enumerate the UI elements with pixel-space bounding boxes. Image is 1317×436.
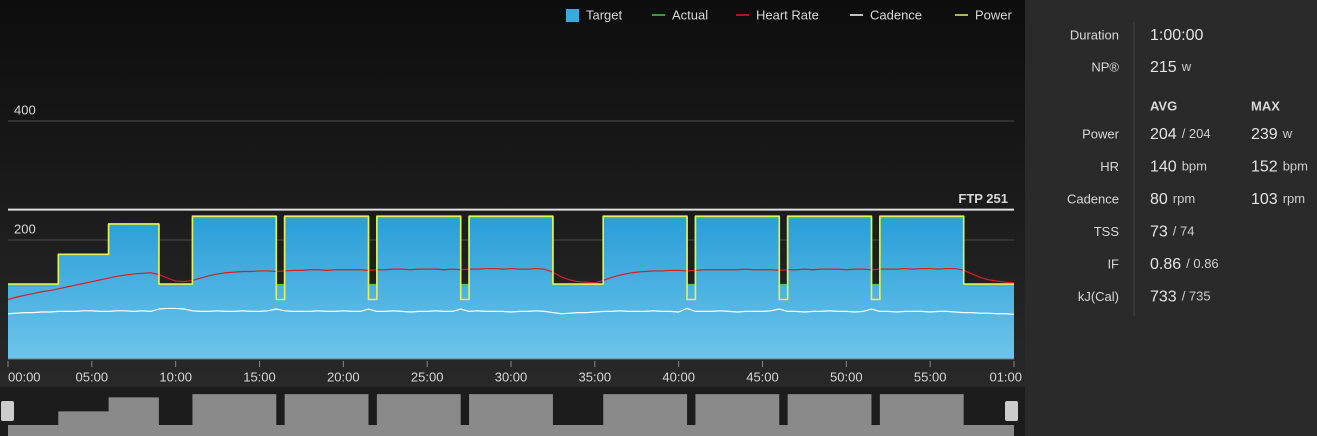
avg-value: 73 / 74 <box>1150 224 1194 241</box>
legend-swatch <box>566 9 579 22</box>
max-value-unit: w <box>1282 126 1293 141</box>
x-tick-label: 25:00 <box>411 369 444 384</box>
y-tick-label: 200 <box>14 221 36 236</box>
stats: Duration 1:00:00 NP® 215 w AVG MAX Power 204 / 20… <box>1067 27 1308 306</box>
legend-label: Cadence <box>870 7 922 22</box>
stat-label: HR <box>1100 159 1119 174</box>
avg-value-unit: / 0.86 <box>1186 256 1219 271</box>
avg-value-unit: rpm <box>1173 191 1195 206</box>
stat-value-main: 1:00:00 <box>1150 27 1203 44</box>
stat-label: IF <box>1107 256 1119 271</box>
avg-value: 204 / 204 <box>1150 126 1211 143</box>
stat-value: 1:00:00 <box>1150 27 1203 44</box>
x-tick-label: 01:00 <box>989 369 1022 384</box>
avg-value-unit: / 74 <box>1173 224 1195 239</box>
overview-profile <box>8 394 1014 436</box>
x-tick-label: 50:00 <box>830 369 863 384</box>
max-value: 152 bpm <box>1251 159 1308 176</box>
avg-value-main: 80 <box>1150 191 1168 208</box>
avg-value: 140 bpm <box>1150 159 1207 176</box>
avg-value: 80 rpm <box>1150 191 1195 208</box>
stat-label: kJ(Cal) <box>1078 289 1119 304</box>
max-value-main: 239 <box>1251 126 1278 143</box>
x-tick-label: 05:00 <box>76 369 109 384</box>
stat-label: TSS <box>1094 224 1120 239</box>
stat-value: 215 w <box>1150 59 1192 76</box>
legend-label: Power <box>975 7 1013 22</box>
avg-value-unit: / 204 <box>1182 126 1211 141</box>
x-tick-label: 35:00 <box>579 369 612 384</box>
legend-label: Heart Rate <box>756 7 819 22</box>
stat-label: Cadence <box>1067 191 1119 206</box>
x-tick-label: 40:00 <box>662 369 695 384</box>
x-tick-label: 20:00 <box>327 369 360 384</box>
range-handle-left[interactable] <box>1 401 14 421</box>
legend-label: Target <box>586 7 623 22</box>
max-value: 103 rpm <box>1251 191 1305 208</box>
avg-value-unit: bpm <box>1182 159 1207 174</box>
max-value-unit: bpm <box>1283 159 1308 174</box>
x-tick-label: 15:00 <box>243 369 276 384</box>
ftp-label: FTP 251 <box>958 191 1008 206</box>
avg-value-main: 0.86 <box>1150 256 1181 273</box>
stat-value-unit: w <box>1181 59 1192 74</box>
x-tick-label: 00:00 <box>8 369 41 384</box>
series-line <box>8 215 1014 301</box>
stat-label: Duration <box>1070 27 1119 42</box>
y-tick-label: 400 <box>14 102 36 117</box>
x-tick-label: 55:00 <box>914 369 947 384</box>
max-value-main: 152 <box>1251 159 1278 176</box>
column-header: MAX <box>1251 98 1280 113</box>
stat-label: Power <box>1082 126 1120 141</box>
stats-panel <box>1025 0 1317 436</box>
avg-value-main: 140 <box>1150 159 1177 176</box>
max-value-unit: rpm <box>1283 191 1305 206</box>
series-line <box>7 267 1015 301</box>
x-tick-label: 45:00 <box>746 369 779 384</box>
legend-label: Actual <box>672 7 708 22</box>
max-value-main: 103 <box>1251 191 1278 208</box>
avg-value-main: 73 <box>1150 224 1168 241</box>
avg-value: 733 / 735 <box>1150 289 1211 306</box>
max-value: 239 w <box>1251 126 1293 143</box>
avg-value-main: 733 <box>1150 289 1177 306</box>
avg-value: 0.86 / 0.86 <box>1150 256 1219 273</box>
x-tick-label: 10:00 <box>159 369 192 384</box>
overview <box>8 394 1014 436</box>
column-header: AVG <box>1150 98 1177 113</box>
target-area <box>8 217 1014 359</box>
plot: 200 400 FTP 251 00:00 05:00 10:00 15:00 20:00 25… <box>7 7 1022 384</box>
x-tick-label: 30:00 <box>495 369 528 384</box>
stat-value-main: 215 <box>1150 59 1177 76</box>
stat-label: NP® <box>1091 59 1119 74</box>
avg-value-main: 204 <box>1150 126 1177 143</box>
series-line <box>7 307 1015 315</box>
avg-value-unit: / 735 <box>1182 289 1211 304</box>
range-handle-right[interactable] <box>1005 401 1018 421</box>
